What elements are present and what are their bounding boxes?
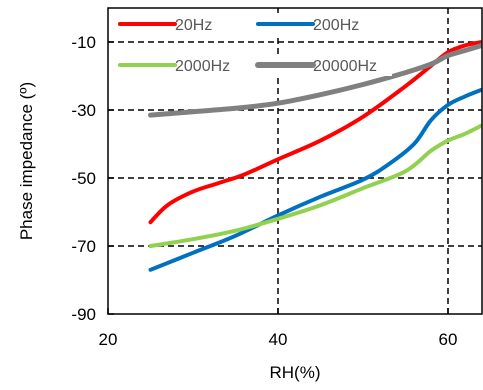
y-tick-label: -90 <box>71 305 96 324</box>
legend-bg <box>116 54 254 76</box>
x-tick-label: 60 <box>439 330 458 349</box>
x-tick-labels: 20 40 60 <box>99 330 458 349</box>
legend-bg <box>254 54 392 76</box>
plot-area <box>108 8 482 314</box>
y-tick-label: -50 <box>71 169 96 188</box>
series-line-2000hz <box>148 123 482 248</box>
legend-label-2000hz: 2000Hz <box>175 58 230 75</box>
y-tick-label: -70 <box>71 237 96 256</box>
legend-label-20000hz: 20000Hz <box>313 58 377 75</box>
series-line-200hz <box>148 87 482 272</box>
x-tick-label: 40 <box>269 330 288 349</box>
legend-bg <box>254 13 392 35</box>
x-axis-label: RH(%) <box>270 363 321 382</box>
legend: 20Hz 200Hz 2000Hz 20000Hz <box>116 13 392 76</box>
legend-label-20hz: 20Hz <box>175 17 212 34</box>
y-axis-label: Phase impedance (º) <box>17 82 36 240</box>
axis-frame <box>107 7 483 315</box>
y-tick-label: -30 <box>71 101 96 120</box>
y-tick-labels: -10 -30 -50 -70 -90 <box>71 33 96 324</box>
series-layer <box>148 40 482 272</box>
legend-label-200hz: 200Hz <box>313 17 359 34</box>
y-tick-label: -10 <box>71 33 96 52</box>
plot-border <box>107 7 483 315</box>
series-line-20hz <box>148 40 482 225</box>
legend-bg <box>116 13 254 35</box>
series-line-20000hz <box>148 42 482 118</box>
x-tick-label: 20 <box>99 330 118 349</box>
